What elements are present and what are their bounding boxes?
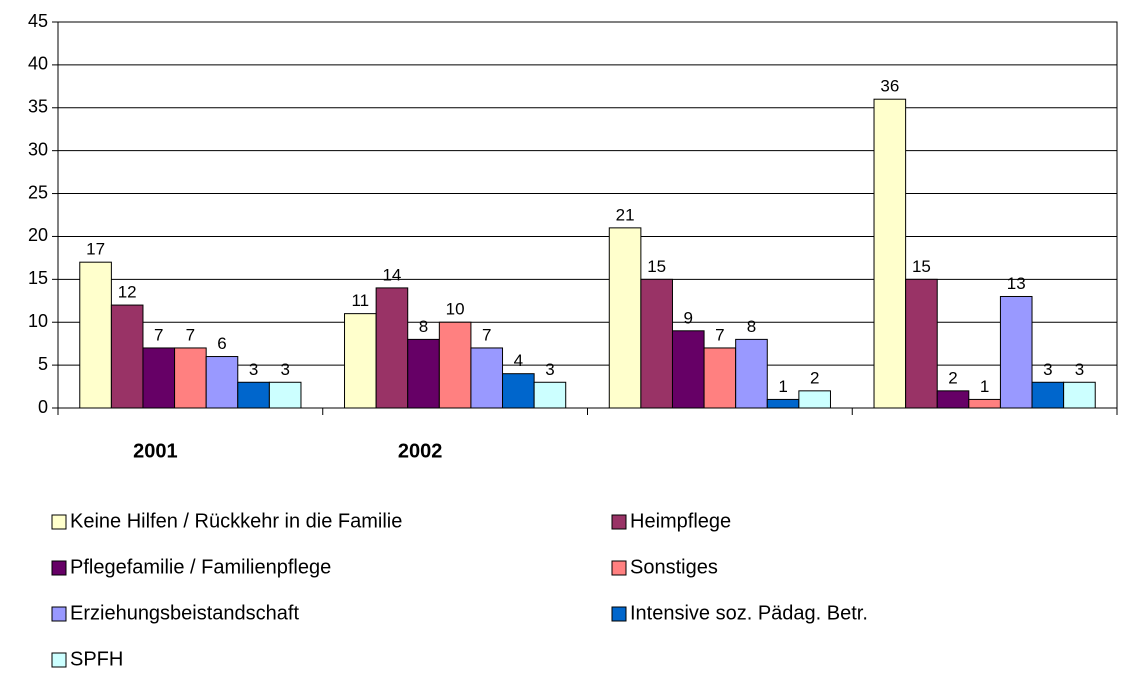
y-tick-label: 25 <box>28 182 48 202</box>
y-tick-label: 35 <box>28 97 48 117</box>
data-label: 15 <box>912 257 931 276</box>
bar <box>640 278 673 409</box>
y-tick-label: 45 <box>28 11 48 31</box>
bar <box>344 313 377 409</box>
legend-label: Heimpflege <box>630 510 731 532</box>
legend-label: SPFH <box>70 648 123 670</box>
legend-label: Pflegefamilie / Familienpflege <box>70 556 331 578</box>
bar <box>735 338 768 409</box>
bar <box>438 321 472 409</box>
data-label: 3 <box>1043 360 1052 379</box>
bar <box>671 330 705 409</box>
data-label: 10 <box>446 300 465 319</box>
bar <box>470 347 504 409</box>
legend-swatch <box>611 560 627 576</box>
bar <box>142 347 176 409</box>
bar <box>110 304 144 409</box>
y-tick-label: 5 <box>38 354 48 374</box>
data-label: 14 <box>382 265 401 284</box>
x-tick-label: 2002 <box>398 440 443 462</box>
bar <box>873 98 907 409</box>
data-label: 36 <box>880 77 899 96</box>
data-label: 9 <box>684 308 693 327</box>
legend-swatch <box>51 514 67 530</box>
bar <box>766 398 800 409</box>
bar <box>999 295 1033 409</box>
bar <box>407 338 440 409</box>
data-label: 21 <box>616 205 635 224</box>
legend-swatch <box>51 560 67 576</box>
legend-swatch <box>611 606 627 622</box>
data-label: 6 <box>217 334 226 353</box>
bar <box>375 287 409 409</box>
legend-label: Erziehungsbeistandschaft <box>70 602 299 624</box>
bar <box>268 381 302 409</box>
data-label: 3 <box>545 360 554 379</box>
bar <box>502 373 535 409</box>
bar <box>798 390 831 409</box>
data-label: 7 <box>154 325 163 344</box>
data-label: 8 <box>419 317 428 336</box>
data-label: 11 <box>351 291 369 310</box>
data-label: 3 <box>249 360 258 379</box>
data-label: 7 <box>715 325 724 344</box>
data-label: 15 <box>647 257 666 276</box>
legend-label: Intensive soz. Pädag. Betr. <box>630 602 868 624</box>
data-label: 1 <box>980 377 989 396</box>
y-tick-label: 40 <box>28 54 48 74</box>
legend-label: Sonstiges <box>630 556 718 578</box>
data-label: 7 <box>482 325 491 344</box>
data-label: 12 <box>118 283 137 302</box>
data-label: 13 <box>1007 274 1026 293</box>
legend-swatch <box>51 606 67 622</box>
data-label: 1 <box>778 377 787 396</box>
data-label: 2 <box>948 368 957 387</box>
data-label: 8 <box>747 317 756 336</box>
y-tick-label: 30 <box>28 139 48 159</box>
y-tick-label: 20 <box>28 225 48 245</box>
data-label: 2 <box>810 368 819 387</box>
bar <box>703 347 737 409</box>
bar <box>1031 381 1065 409</box>
bar <box>79 261 112 409</box>
data-label: 17 <box>86 240 105 259</box>
x-tick-label: 2001 <box>133 440 178 462</box>
bar <box>1063 381 1096 409</box>
data-label: 3 <box>1075 360 1084 379</box>
bar <box>936 390 970 409</box>
legend-swatch <box>611 514 627 530</box>
bar <box>237 381 270 409</box>
bar <box>174 347 207 409</box>
y-tick-label: 15 <box>28 268 48 288</box>
legend-label: Keine Hilfen / Rückkehr in die Familie <box>70 510 402 532</box>
y-tick-label: 0 <box>38 397 48 417</box>
bar <box>533 381 567 409</box>
bar <box>968 398 1001 409</box>
data-label: 4 <box>514 351 523 370</box>
bar <box>205 356 239 409</box>
y-tick-label: 10 <box>28 311 48 331</box>
legend-swatch <box>51 652 67 668</box>
data-label: 3 <box>280 360 289 379</box>
data-label: 7 <box>186 325 195 344</box>
bar <box>905 278 938 409</box>
bar <box>608 227 642 409</box>
